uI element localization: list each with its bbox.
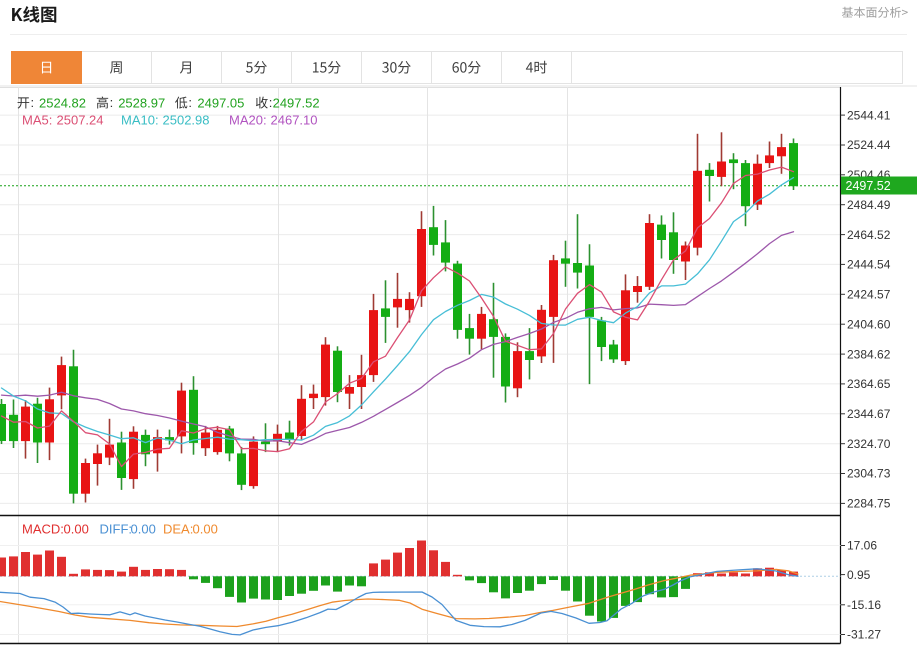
svg-text:MA10:: MA10: (121, 113, 159, 128)
svg-text:0.00: 0.00 (193, 522, 218, 537)
svg-text:2344.67: 2344.67 (847, 407, 891, 421)
svg-text:2528.97: 2528.97 (118, 96, 165, 111)
svg-text:2444.54: 2444.54 (847, 258, 891, 272)
svg-text:DEA:: DEA: (163, 522, 193, 537)
svg-text:MA5:: MA5: (22, 113, 52, 128)
svg-text:2464.52: 2464.52 (847, 228, 891, 242)
svg-text:2284.75: 2284.75 (847, 497, 891, 511)
svg-text:0.00: 0.00 (131, 522, 156, 537)
svg-text:2497.52: 2497.52 (846, 179, 891, 193)
svg-text:DIFF:: DIFF: (100, 522, 133, 537)
svg-text:2507.24: 2507.24 (57, 113, 104, 128)
svg-text:2424.57: 2424.57 (847, 288, 891, 302)
svg-text:2364.65: 2364.65 (847, 377, 891, 391)
svg-text:17.06: 17.06 (847, 539, 877, 553)
svg-text:2384.62: 2384.62 (847, 347, 891, 361)
svg-text:2497.05: 2497.05 (197, 96, 244, 111)
svg-text:2467.10: 2467.10 (271, 113, 318, 128)
svg-text:-15.16: -15.16 (847, 598, 881, 612)
svg-text:2524.82: 2524.82 (39, 96, 86, 111)
svg-text:-31.27: -31.27 (847, 628, 881, 642)
svg-text:2502.98: 2502.98 (163, 113, 210, 128)
svg-text:2484.49: 2484.49 (847, 198, 891, 212)
svg-text:2524.44: 2524.44 (847, 138, 891, 152)
svg-text:MA20:: MA20: (229, 113, 267, 128)
svg-text:0.00: 0.00 (64, 522, 89, 537)
svg-text::: : (110, 95, 114, 110)
svg-text:2404.60: 2404.60 (847, 317, 891, 331)
svg-text:MACD:: MACD: (22, 522, 64, 537)
svg-text::: : (269, 95, 273, 110)
svg-text::: : (31, 95, 35, 110)
svg-text:2324.70: 2324.70 (847, 437, 891, 451)
svg-text::: : (188, 95, 192, 110)
svg-text:2544.41: 2544.41 (847, 108, 891, 122)
svg-text:2497.52: 2497.52 (273, 96, 320, 111)
svg-text:2304.73: 2304.73 (847, 467, 891, 481)
svg-text:0.95: 0.95 (847, 568, 871, 582)
